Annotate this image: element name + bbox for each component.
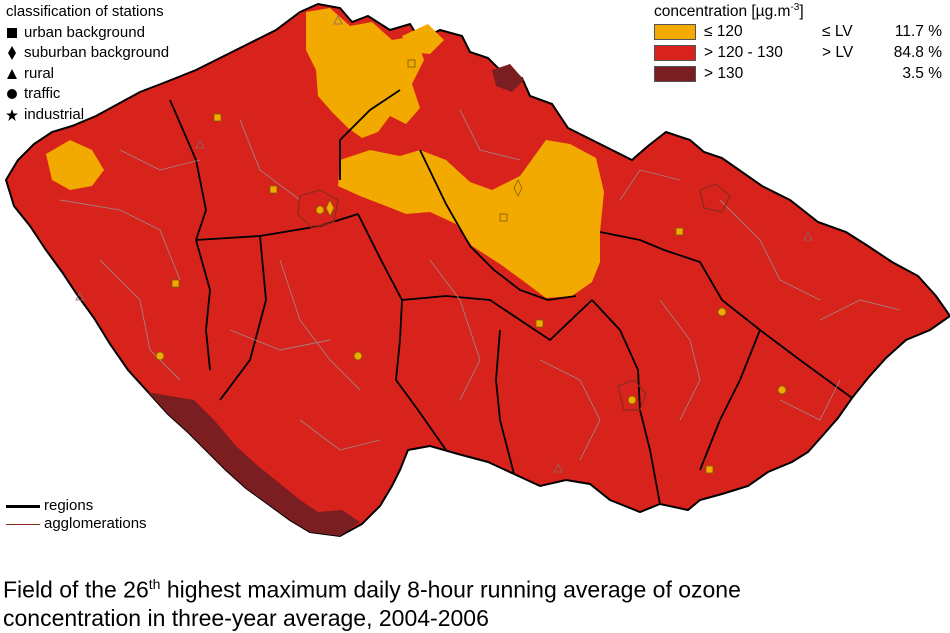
class-swatch-mid — [654, 44, 696, 61]
stations-legend-item: traffic — [6, 84, 169, 105]
stations-legend-label: urban background — [24, 23, 145, 41]
station-traffic — [627, 395, 637, 405]
circle-icon — [6, 88, 18, 100]
concentration-legend-title: concentration [µg.m-3] — [654, 2, 942, 21]
stations-legend-title: classification of stations — [6, 3, 164, 20]
boundary-legend-item: agglomerations — [6, 515, 147, 533]
station-traffic — [717, 307, 727, 317]
station-traffic — [315, 205, 325, 215]
station-urban-background — [171, 279, 180, 288]
region-boundaries — [169, 89, 853, 505]
concentration-title-text: concentration [µg.m — [654, 3, 791, 21]
class-lv: > LV — [822, 43, 854, 61]
station-traffic — [353, 351, 363, 361]
concentration-class-row: > 130 3.5 % — [654, 63, 942, 84]
station-rural — [195, 139, 205, 149]
class-percent: 84.8 % — [893, 43, 942, 61]
station-rural — [333, 15, 343, 25]
class-range: ≤ 120 — [704, 22, 743, 40]
station-suburban-background — [325, 199, 335, 217]
district-boundaries — [59, 109, 901, 461]
caption-line-2: concentration in three-year average, 200… — [3, 604, 489, 631]
stations-legend-item: suburban background — [6, 43, 169, 64]
boundary-legend: regions agglomerations — [6, 497, 147, 533]
agglomerations-label: agglomerations — [44, 515, 147, 532]
agglomeration-ostrava — [699, 183, 731, 213]
class-lv: ≤ LV — [822, 22, 853, 40]
stations-legend: classification of stations urban backgro… — [6, 2, 169, 125]
star-icon — [6, 108, 18, 121]
station-urban-background — [269, 185, 278, 194]
class-swatch-low — [654, 23, 696, 40]
stations-legend-label: traffic — [24, 85, 61, 102]
area-le-120-northeast — [402, 24, 444, 54]
stations-legend-label: suburban background — [24, 44, 170, 61]
stations-legend-label: industrial — [24, 105, 85, 123]
station-urban-background — [535, 319, 544, 328]
boundary-legend-item: regions — [6, 497, 147, 515]
caption-line-1: Field of the 26th highest maximum daily … — [3, 570, 741, 604]
stations-legend-item: industrial — [6, 105, 169, 126]
area-le-120-central — [338, 140, 604, 298]
station-rural — [803, 231, 813, 241]
square-icon — [6, 27, 18, 39]
area-gt-130-south — [148, 392, 360, 536]
concentration-legend: concentration [µg.m-3] ≤ 120 ≤ LV 11.7 %… — [654, 2, 942, 84]
regions-line-swatch — [6, 504, 40, 508]
agglomeration-outlines — [297, 183, 731, 411]
stations-legend-item: urban background — [6, 23, 169, 44]
map-caption: Field of the 26th highest maximum daily … — [3, 570, 741, 632]
ozone-concentration-map — [4, 2, 950, 538]
station-traffic — [155, 351, 165, 361]
class-swatch-high — [654, 65, 696, 82]
stations-legend-item: rural — [6, 64, 169, 85]
agglomerations-line-swatch — [6, 523, 40, 525]
agglomeration-brno — [617, 379, 647, 411]
station-urban-background — [675, 227, 684, 236]
area-le-120-north — [306, 8, 424, 138]
station-urban-background — [407, 59, 416, 68]
station-urban-background — [499, 213, 508, 222]
area-le-120-northwest — [46, 140, 104, 190]
concentration-class-row: ≤ 120 ≤ LV 11.7 % — [654, 21, 942, 42]
caption-part2: highest maximum daily 8-hour running ave… — [160, 576, 741, 603]
agglomeration-prague — [297, 189, 339, 229]
station-urban-background — [213, 113, 222, 122]
regions-label: regions — [44, 497, 94, 514]
class-percent: 3.5 % — [902, 64, 942, 82]
class-range: > 120 - 130 — [704, 43, 783, 61]
caption-sup: th — [148, 576, 161, 592]
concentration-title-end: ] — [799, 3, 804, 21]
country-area — [4, 2, 950, 538]
triangle-icon — [6, 68, 18, 80]
stations-legend-label: rural — [24, 64, 55, 82]
diamond-icon — [6, 46, 18, 61]
station-traffic — [777, 385, 787, 395]
caption-part1: Field of the 26 — [3, 576, 149, 603]
stations — [75, 15, 813, 474]
station-rural — [553, 463, 563, 473]
station-rural — [75, 291, 85, 301]
concentration-class-row: > 120 - 130 > LV 84.8 % — [654, 42, 942, 63]
concentration-title-sup: -3 — [790, 2, 800, 13]
station-suburban-background — [513, 179, 523, 197]
class-percent: 11.7 % — [894, 22, 942, 40]
class-range: > 130 — [704, 64, 744, 82]
area-gt-130-north — [492, 64, 524, 92]
station-urban-background — [705, 465, 714, 474]
